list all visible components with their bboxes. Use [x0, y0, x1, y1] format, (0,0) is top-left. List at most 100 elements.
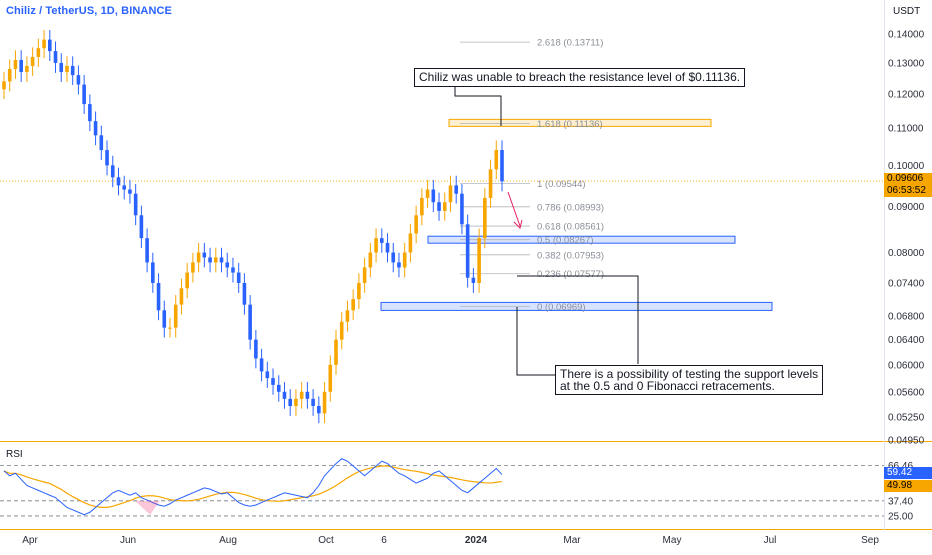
candle-body [437, 202, 441, 211]
candle-body [128, 189, 132, 194]
candle-body [156, 282, 161, 311]
y-tick-label: 0.06800 [888, 311, 925, 322]
candle-body [328, 364, 333, 392]
candle-body [322, 391, 327, 414]
candle-body [7, 68, 12, 82]
x-tick-label: 6 [381, 535, 387, 546]
support-note-line-2: at the 0.5 and 0 Fibonacci retracements. [560, 379, 775, 393]
y-tick-label: 0.04950 [888, 435, 925, 446]
fib-level-label: 0.5 (0.08267) [537, 235, 594, 246]
fib-level-label: 0.382 (0.07953) [537, 250, 604, 261]
candle-body [311, 398, 315, 406]
candle-body [259, 358, 264, 372]
candle-body [19, 59, 23, 73]
candle-body [402, 252, 407, 268]
current-price-tag: 0.09606 [884, 173, 932, 185]
candle-body [362, 267, 367, 283]
candle-body [88, 104, 92, 122]
y-tick-label: 0.06400 [888, 335, 925, 346]
rsi-value-tag: 59.42 [884, 467, 932, 479]
fib-level-label: 1.618 (0.11136) [537, 119, 603, 130]
fib-level-label: 0.618 (0.08561) [537, 222, 604, 233]
candle-body [248, 304, 252, 340]
candle-body [173, 304, 178, 328]
candle-body [391, 252, 396, 263]
fib-level-label: 0 (0.06969) [537, 302, 586, 313]
candle-body [65, 65, 69, 73]
y-tick-label: 0.11000 [888, 124, 924, 135]
x-tick-label: Sep [861, 535, 879, 546]
candle-body [139, 215, 144, 239]
candle-body [59, 62, 64, 73]
support-callout-line-1 [517, 275, 639, 364]
y-tick-label: 0.12000 [888, 90, 925, 101]
candle-body [299, 391, 304, 399]
candle-body [368, 252, 373, 268]
x-tick-label: Mar [563, 535, 581, 546]
fib-level-label: 2.618 (0.13711) [537, 38, 603, 49]
candle-body [13, 59, 18, 69]
candle-body [294, 398, 298, 406]
y-tick-label: 0.08000 [888, 248, 925, 259]
candle-body [25, 65, 29, 73]
support-callout-line-2 [516, 307, 555, 376]
candle-body [42, 39, 46, 49]
candle-body [202, 252, 207, 258]
candle-body [213, 257, 218, 263]
candle-body [431, 189, 436, 203]
resistance-note[interactable]: Chiliz was unable to breach the resistan… [414, 68, 746, 87]
y-tick-label: 0.09000 [888, 202, 925, 213]
candle-body [70, 65, 75, 76]
candle-body [76, 75, 81, 85]
candle-body [460, 193, 464, 225]
support-note[interactable]: There is a possibility of testing the su… [555, 365, 824, 395]
projection-arrowhead [513, 219, 523, 229]
candle-body [500, 150, 504, 182]
candle-body [488, 169, 493, 198]
support-zone-0-5 [427, 235, 736, 244]
candle-body [116, 177, 121, 186]
rsi-ma-value-tag: 49.98 [884, 480, 932, 492]
candle-body [2, 81, 6, 90]
candle-body [442, 202, 447, 211]
candle-body [208, 257, 212, 263]
candle-body [477, 238, 481, 283]
candle-body [82, 84, 86, 105]
candle-body [351, 299, 355, 311]
candle-body [110, 165, 115, 178]
candle-body [454, 185, 459, 194]
y-tick-label: 0.14000 [888, 30, 925, 41]
rsi-level-label: 25.00 [888, 511, 913, 522]
y-tick-label: 0.07400 [888, 278, 925, 289]
x-tick-label: Jul [764, 535, 777, 546]
support-note-line-1: There is a possibility of testing the su… [560, 367, 819, 381]
candle-body [236, 272, 241, 283]
candle-body [397, 262, 401, 268]
candle-body [185, 272, 189, 289]
candle-body [317, 405, 321, 414]
candle-body [122, 185, 127, 190]
currency-label[interactable]: USDT [893, 6, 921, 17]
candle-body [385, 242, 390, 253]
candle-body [162, 310, 167, 328]
y-tick-label: 0.13000 [888, 58, 925, 69]
candle-body [448, 185, 453, 203]
candle-body [36, 48, 41, 57]
candle-body [357, 282, 361, 300]
candle-body [168, 327, 172, 329]
candle-body [282, 391, 287, 399]
candle-body [105, 150, 109, 166]
x-tick-label: Aug [219, 535, 237, 546]
rsi-title: RSI [6, 449, 23, 460]
candle-body [471, 277, 476, 283]
rsi-line [3, 458, 503, 516]
symbol-title[interactable]: Chiliz / TetherUS, 1D, BINANCE [6, 5, 172, 17]
candle-body [30, 56, 35, 66]
candle-body [191, 262, 195, 273]
x-tick-label: Jun [120, 535, 136, 546]
candle-body [305, 391, 310, 399]
candle-body [53, 51, 58, 63]
candle-body [145, 238, 149, 263]
x-tick-label: 2024 [465, 535, 488, 546]
